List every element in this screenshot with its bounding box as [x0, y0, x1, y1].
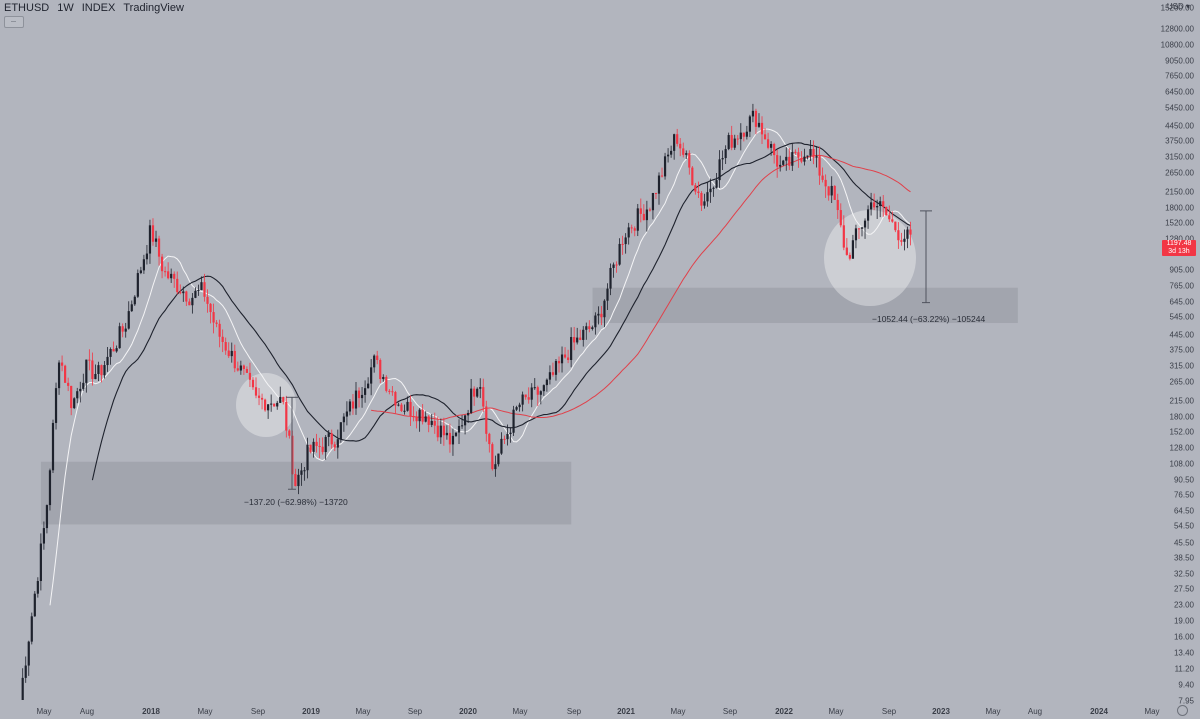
time-tick: 2022: [775, 707, 793, 716]
price-tick: 9050.00: [1165, 56, 1194, 66]
exchange-label: INDEX: [81, 2, 116, 14]
time-tick: May: [828, 707, 844, 716]
price-tick: 32.50: [1173, 569, 1194, 579]
ma-white-line[interactable]: [49, 128, 911, 606]
chart-legend: ETHUSD 1W INDEX TradingView: [4, 2, 184, 14]
time-tick: 2018: [142, 707, 160, 716]
source-label: TradingView: [123, 2, 184, 14]
price-tick: 5450.00: [1165, 103, 1194, 113]
price-tick: 3750.00: [1165, 136, 1194, 146]
time-axis[interactable]: May Aug 2018 May Sep 2019 May Sep 2020 May Sep 2021…: [0, 699, 1200, 719]
price-tick: 108.00: [1169, 459, 1194, 469]
price-tick: 645.00: [1169, 297, 1194, 307]
price-tick: 19.00: [1173, 616, 1194, 626]
time-tick: May: [355, 707, 371, 716]
price-tick: 152.00: [1169, 427, 1194, 437]
price-tick: 180.00: [1169, 412, 1194, 422]
measure-label-2022: −1052.44 (−63.22%) −105244: [872, 314, 986, 324]
currency-selector[interactable]: USD ▾: [1166, 2, 1190, 11]
last-price: 1197.48: [1166, 240, 1192, 247]
price-tick: 315.00: [1169, 361, 1194, 371]
time-tick: May: [1144, 707, 1160, 716]
time-tick: May: [670, 707, 686, 716]
time-tick: 2023: [932, 707, 950, 716]
support-zone[interactable]: [40, 461, 572, 525]
time-tick: Sep: [881, 707, 897, 716]
price-tick: 215.00: [1169, 396, 1194, 406]
price-tick: 905.00: [1169, 265, 1194, 275]
time-tick: 2024: [1090, 707, 1108, 716]
price-tick: 545.00: [1169, 312, 1194, 322]
measure-label-2018: −137.20 (−62.98%) −13720: [244, 497, 348, 507]
price-tick: 15200.00: [1160, 3, 1194, 13]
price-tick: 13.40: [1173, 648, 1194, 658]
time-tick: Sep: [407, 707, 423, 716]
time-tick: Sep: [250, 707, 266, 716]
time-tick: May: [512, 707, 528, 716]
price-tick: 64.50: [1173, 506, 1194, 516]
price-tick: 3150.00: [1165, 152, 1194, 162]
price-tick: 2150.00: [1165, 187, 1194, 197]
time-tick: 2019: [302, 707, 320, 716]
price-tick: 9.40: [1178, 680, 1194, 690]
support-zone[interactable]: [592, 287, 1018, 324]
time-tick: Aug: [79, 707, 95, 716]
price-tick: 11.20: [1174, 664, 1194, 674]
price-tick: 1520.00: [1165, 218, 1194, 228]
interval-label[interactable]: 1W: [57, 2, 74, 14]
price-tick: 23.00: [1173, 600, 1194, 610]
price-tick: 2650.00: [1165, 168, 1194, 178]
price-chart-canvas[interactable]: [0, 0, 1140, 700]
price-tick: 128.00: [1169, 443, 1194, 453]
price-tick: 1280.00: [1165, 234, 1194, 244]
price-tick: 765.00: [1169, 281, 1194, 291]
price-tick: 38.50: [1173, 553, 1194, 563]
symbol-label[interactable]: ETHUSD: [4, 2, 50, 14]
price-tick: 54.50: [1173, 521, 1194, 531]
time-tick: 2021: [617, 707, 635, 716]
price-tick: 45.50: [1173, 538, 1194, 548]
price-tick: 16.00: [1173, 632, 1194, 642]
time-tick: Aug: [1027, 707, 1043, 716]
price-axis[interactable]: USD ▾ 15200.00 12800.00 10800.00 9050.00 765…: [1140, 0, 1200, 719]
price-tick: 6450.00: [1165, 87, 1194, 97]
price-tick: 76.50: [1173, 490, 1194, 500]
price-tick: 12800.00: [1160, 24, 1194, 34]
time-tick: Sep: [566, 707, 582, 716]
price-tick: 10800.00: [1160, 40, 1194, 50]
time-tick: May: [985, 707, 1001, 716]
price-tick: 27.50: [1173, 584, 1194, 594]
price-tick: 265.00: [1169, 377, 1194, 387]
time-tick: 2020: [459, 707, 477, 716]
price-tick: 7650.00: [1165, 71, 1194, 81]
price-tick: 4450.00: [1165, 121, 1194, 131]
ma-red-line[interactable]: [371, 154, 911, 420]
price-tick: 1800.00: [1165, 203, 1194, 213]
price-tick: 375.00: [1169, 345, 1194, 355]
collapse-legend-button[interactable]: [4, 16, 24, 28]
bar-countdown: 3d 13h: [1168, 248, 1190, 255]
settings-gear-icon[interactable]: [1177, 705, 1188, 716]
price-tick: 445.00: [1169, 330, 1194, 340]
time-tick: May: [197, 707, 213, 716]
time-tick: May: [36, 707, 52, 716]
time-tick: Sep: [722, 707, 738, 716]
highlight-circle[interactable]: [824, 210, 916, 306]
last-price-tag: 1197.48 3d 13h: [1162, 240, 1196, 256]
price-tick: 90.50: [1173, 475, 1194, 485]
price-tick: 7.95: [1178, 696, 1194, 706]
